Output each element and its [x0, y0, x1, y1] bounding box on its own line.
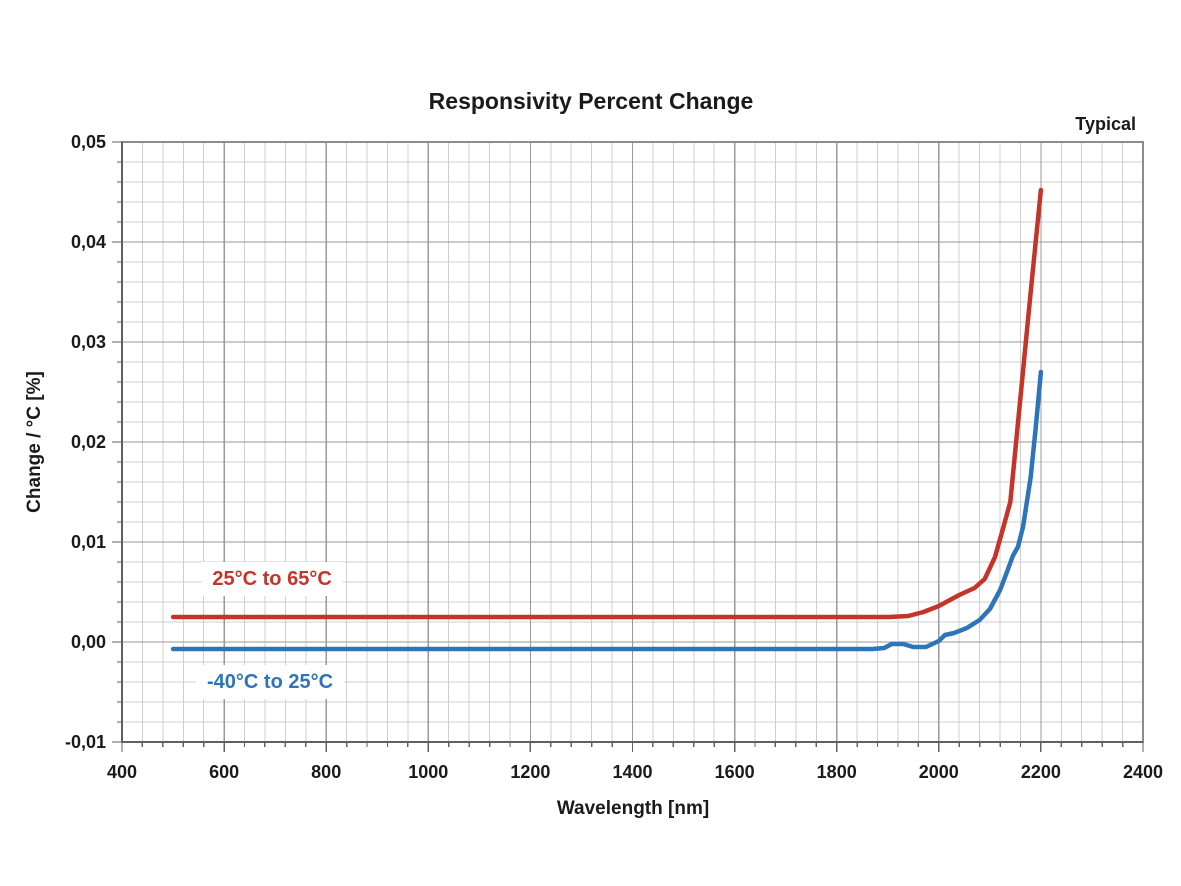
ticks [112, 141, 1144, 752]
y-tick-label: 0,02 [71, 432, 106, 452]
series-line [170, 369, 1044, 652]
x-tick-label: 1800 [817, 762, 857, 782]
x-tick-label: 1000 [408, 762, 448, 782]
series-labels-layer: 25°C to 65°C -40°C to 25°C [196, 562, 345, 699]
y-tick-label: 0,04 [71, 232, 106, 252]
chart-title: Responsivity Percent Change [429, 88, 754, 114]
series-label-background [196, 665, 345, 699]
x-tick-label: 1400 [612, 762, 652, 782]
x-axis-title: Wavelength [nm] [557, 798, 709, 819]
series-label: 25°C to 65°C [212, 568, 331, 590]
x-tick-label: 800 [311, 762, 341, 782]
x-tick-label: 2400 [1123, 762, 1163, 782]
series-line [170, 187, 1044, 620]
x-tick-label: 1200 [510, 762, 550, 782]
series-layer [170, 187, 1044, 652]
y-tick-label: 0,00 [71, 632, 106, 652]
x-tick-label: 600 [209, 762, 239, 782]
series-label-background [201, 562, 343, 596]
x-tick-label: 400 [107, 762, 137, 782]
y-tick-label: -0,01 [65, 732, 106, 752]
series-label: -40°C to 25°C [207, 671, 333, 693]
grid-layer [121, 141, 1144, 743]
y-tick-label: 0,05 [71, 132, 106, 152]
y-tick-label: 0,03 [71, 332, 106, 352]
grid-major [121, 141, 1144, 743]
axes-layer [112, 141, 1144, 752]
x-tick-label: 2200 [1021, 762, 1061, 782]
x-tick-label: 2000 [919, 762, 959, 782]
x-tick-label: 1600 [715, 762, 755, 782]
y-axis-title: Change / °C [%] [24, 371, 45, 513]
y-tick-label: 0,01 [71, 532, 106, 552]
typical-note: Typical [1075, 114, 1136, 134]
